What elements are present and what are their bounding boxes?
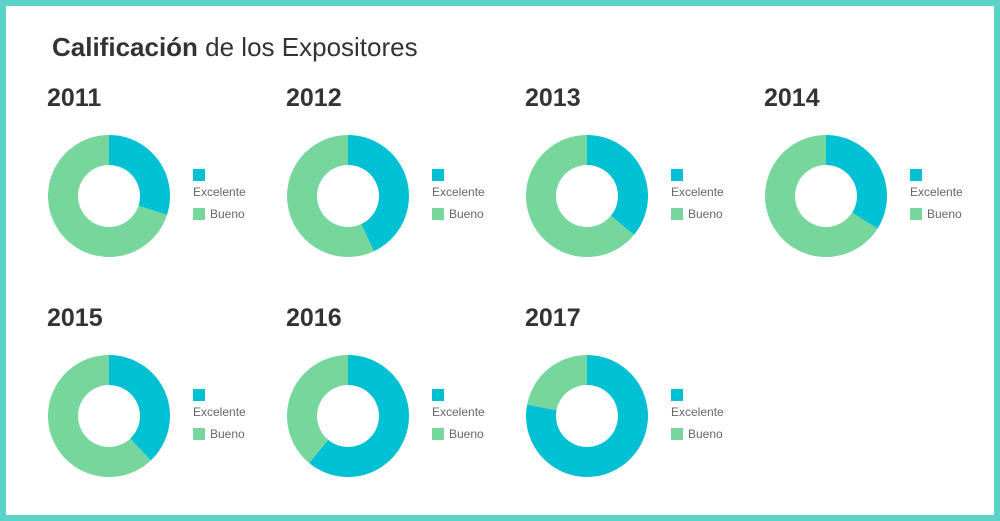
legend-swatch-excelente [193,389,205,401]
chart-title: 2016 [286,304,342,332]
legend-swatch-bueno [432,428,444,440]
legend: Excelente Bueno [193,389,246,441]
chart-panel-0: 2011 Excelente Bueno [47,84,277,284]
donut-chart [765,135,887,257]
donut-chart [47,355,170,477]
chart-title: 2017 [525,304,581,332]
slice-excelente [348,135,409,252]
slice-excelente [826,135,887,229]
legend-label-excelente: Excelente [193,405,246,419]
legend-swatch-bueno [193,428,205,440]
slice-bueno [287,355,348,464]
page-title-rest: de los Expositores [197,32,418,62]
legend: Excelente Bueno [432,169,485,221]
donut-chart [526,355,648,477]
slice-excelente [309,355,409,477]
legend-label-excelente: Excelente [432,405,485,419]
legend-label-excelente: Excelente [671,405,724,419]
chart-title: 2011 [47,84,102,112]
legend: Excelente Bueno [671,169,724,221]
legend-swatch-bueno [193,208,205,220]
slice-bueno [527,355,587,411]
legend-label-bueno: Bueno [688,427,723,441]
legend-swatch-excelente [432,169,444,181]
chart-panel-4: 2015 Excelente Bueno [47,304,277,504]
legend-swatch-bueno [671,208,683,220]
legend-swatch-excelente [671,389,683,401]
legend-label-bueno: Bueno [927,207,962,221]
chart-title: 2015 [47,304,103,332]
legend-label-bueno: Bueno [449,207,484,221]
donut-chart [48,135,170,257]
chart-panel-1: 2012 Excelente Bueno [286,84,516,284]
chart-title: 2012 [286,84,342,112]
legend-swatch-excelente [671,169,683,181]
page-title: Calificación de los Expositores [52,32,418,63]
chart-panel-2: 2013 Excelente Bueno [525,84,755,284]
legend: Excelente Bueno [432,389,485,441]
slice-bueno [48,135,168,257]
legend-swatch-bueno [671,428,683,440]
chart-title: 2014 [764,84,820,112]
legend-swatch-bueno [910,208,922,220]
legend-label-bueno: Bueno [688,207,723,221]
legend-label-excelente: Excelente [671,185,724,199]
page-title-bold: Calificación [52,32,198,62]
slice-excelente [526,355,648,477]
legend-label-bueno: Bueno [210,427,245,441]
chart-panel-5: 2016 Excelente Bueno [286,304,516,504]
legend-swatch-excelente [910,169,922,181]
legend-label-excelente: Excelente [910,185,963,199]
donut-chart [526,135,648,257]
slice-bueno [526,135,635,257]
donut-chart [287,355,409,477]
chart-panel-3: 2014 Excelente Bueno [764,84,994,284]
legend-swatch-bueno [432,208,444,220]
legend: Excelente Bueno [910,169,963,221]
donut-chart [287,135,409,257]
chart-panel-6: 2017 Excelente Bueno [525,304,755,504]
slice-excelente [587,135,648,235]
legend-label-excelente: Excelente [193,185,246,199]
slice-excelente [109,355,170,461]
legend: Excelente Bueno [193,169,246,221]
legend: Excelente Bueno [671,389,724,441]
slice-bueno [47,355,151,477]
chart-title: 2013 [525,84,581,112]
slice-bueno [765,135,878,257]
legend-label-bueno: Bueno [449,427,484,441]
legend-swatch-excelente [193,169,205,181]
legend-label-bueno: Bueno [210,207,245,221]
slice-bueno [287,135,374,257]
legend-swatch-excelente [432,389,444,401]
legend-label-excelente: Excelente [432,185,485,199]
slice-excelente [109,135,170,215]
